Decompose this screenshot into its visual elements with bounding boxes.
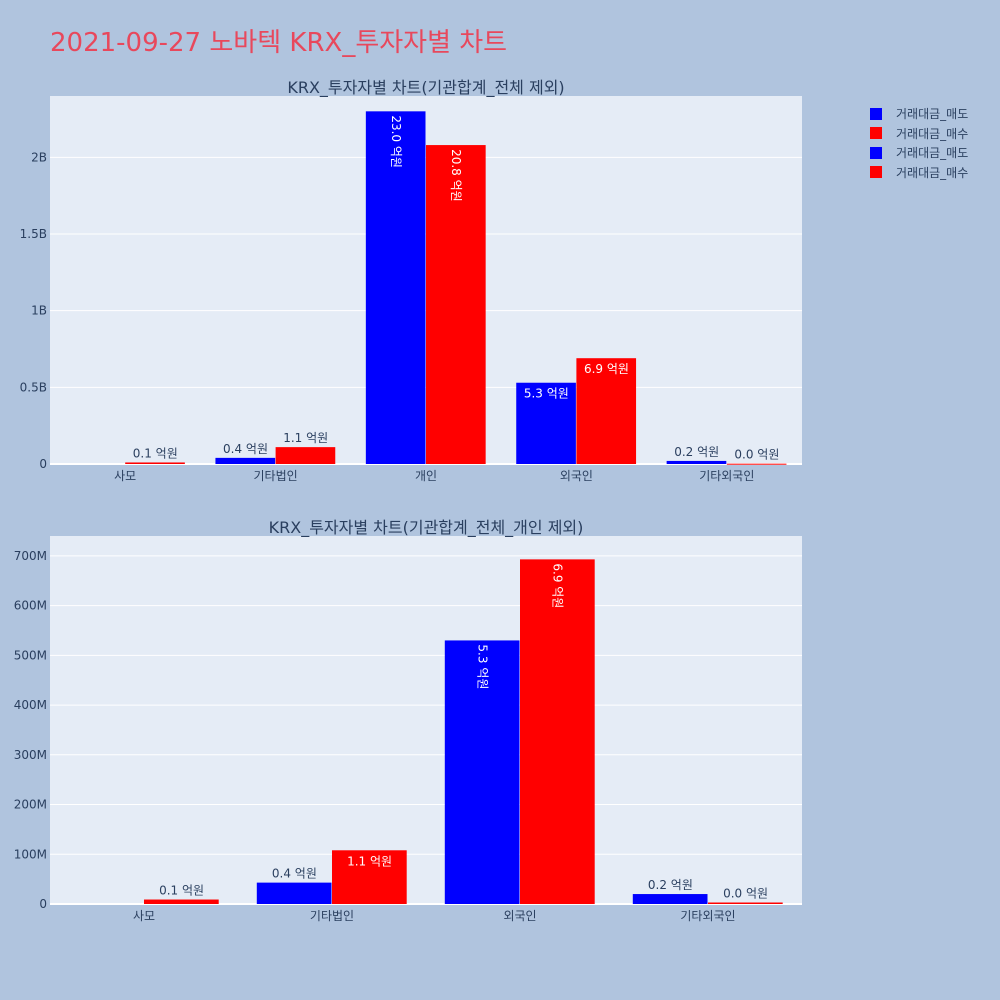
legend-label: 거래대금_매수 bbox=[896, 126, 969, 141]
y-tick-label: 0.5B bbox=[20, 380, 47, 394]
bar[interactable] bbox=[576, 358, 637, 464]
bar[interactable] bbox=[666, 460, 727, 464]
data-label: 0.1 억원 bbox=[133, 446, 178, 460]
bar[interactable] bbox=[426, 145, 486, 465]
data-label: 5.3 억원 bbox=[475, 644, 489, 689]
x-tick-label: 사모 bbox=[114, 469, 136, 483]
y-tick-label: 300M bbox=[14, 748, 47, 762]
y-tick-label: 1B bbox=[31, 304, 47, 318]
data-label: 0.2 억원 bbox=[674, 445, 719, 459]
chart-2: KRX_투자자별 차트(기관합계_전체_개인 제외) 0 100M 200M 300M 4… bbox=[14, 518, 802, 923]
y-tick-label: 0 bbox=[39, 457, 47, 471]
bar[interactable] bbox=[516, 382, 576, 464]
legend: 거래대금_매도 거래대금_매수 거래대금_매도 거래대금_매수 bbox=[870, 104, 968, 182]
y-tick-label: 400M bbox=[14, 698, 47, 712]
data-label: 0.4 억원 bbox=[223, 442, 268, 456]
y-tick-label: 600M bbox=[14, 599, 47, 613]
bar[interactable] bbox=[444, 640, 520, 904]
legend-swatch bbox=[870, 166, 882, 179]
y-tick-label: 100M bbox=[14, 847, 47, 861]
bar[interactable] bbox=[125, 462, 185, 464]
data-label: 1.1 억원 bbox=[283, 431, 328, 445]
legend-label: 거래대금_매도 bbox=[896, 107, 969, 122]
bar[interactable] bbox=[256, 882, 332, 904]
bar[interactable] bbox=[726, 463, 787, 465]
data-label: 0.0 억원 bbox=[723, 887, 768, 901]
y-tick-label: 700M bbox=[14, 549, 47, 563]
data-label: 0.1 억원 bbox=[159, 884, 204, 898]
bar[interactable] bbox=[520, 559, 595, 904]
x-tick-label: 기타외국인 bbox=[680, 909, 735, 923]
y-tick-label: 200M bbox=[14, 798, 47, 812]
x-tick-label: 기타법인 bbox=[310, 909, 354, 923]
data-label: 20.8 억원 bbox=[449, 149, 463, 202]
x-tick-label: 외국인 bbox=[503, 909, 536, 923]
legend-item[interactable]: 거래대금_매도 bbox=[870, 143, 968, 163]
data-label: 1.1 억원 bbox=[347, 854, 392, 868]
data-label: 5.3 억원 bbox=[524, 387, 569, 401]
bar[interactable] bbox=[365, 111, 426, 464]
bar[interactable] bbox=[632, 894, 708, 904]
y-tick-label: 0 bbox=[39, 897, 47, 911]
data-label: 0.0 억원 bbox=[734, 448, 779, 462]
legend-label: 거래대금_매도 bbox=[896, 146, 969, 161]
y-tick-label: 500M bbox=[14, 648, 47, 662]
x-tick-label: 기타외국인 bbox=[699, 469, 754, 483]
data-label: 6.9 억원 bbox=[551, 563, 565, 608]
page-title: 2021-09-27 노바텍 KRX_투자자별 차트 bbox=[50, 28, 508, 58]
x-tick-label: 사모 bbox=[133, 909, 155, 923]
legend-swatch bbox=[870, 107, 882, 120]
data-label: 0.4 억원 bbox=[272, 867, 317, 881]
bar[interactable] bbox=[215, 457, 276, 464]
legend-item[interactable]: 거래대금_매수 bbox=[870, 124, 968, 144]
legend-swatch bbox=[870, 127, 882, 140]
legend-label: 거래대금_매수 bbox=[896, 165, 969, 180]
bar[interactable] bbox=[144, 899, 219, 904]
legend-swatch bbox=[870, 146, 882, 159]
data-label: 23.0 억원 bbox=[389, 115, 403, 168]
plot-area bbox=[50, 536, 802, 904]
y-tick-label: 2B bbox=[31, 150, 47, 164]
x-tick-label: 외국인 bbox=[560, 469, 593, 483]
legend-item[interactable]: 거래대금_매도 bbox=[870, 104, 968, 124]
x-tick-label: 개인 bbox=[415, 469, 437, 483]
bar[interactable] bbox=[708, 902, 783, 904]
bar[interactable] bbox=[332, 850, 407, 904]
data-label: 6.9 억원 bbox=[584, 362, 629, 376]
chart-title: KRX_투자자별 차트(기관합계_전체_개인 제외) bbox=[269, 518, 584, 538]
data-label: 0.2 억원 bbox=[648, 878, 693, 892]
y-tick-label: 1.5B bbox=[20, 227, 47, 241]
bar[interactable] bbox=[275, 447, 336, 464]
x-tick-label: 기타법인 bbox=[254, 469, 298, 483]
legend-item[interactable]: 거래대금_매수 bbox=[870, 163, 968, 183]
chart-1: KRX_투자자별 차트(기관합계_전체 제외) 0 0.5B 1B 1.5B 2B 사모 0.… bbox=[20, 78, 802, 483]
chart-title: KRX_투자자별 차트(기관합계_전체 제외) bbox=[287, 78, 564, 98]
